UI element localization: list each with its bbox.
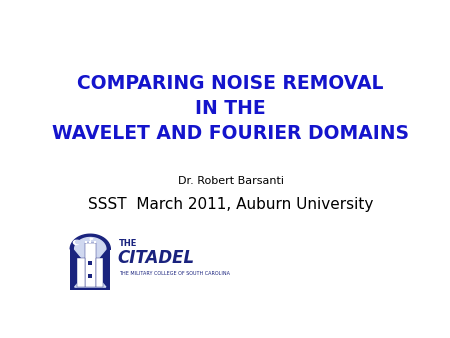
Polygon shape (75, 238, 106, 287)
Circle shape (73, 240, 79, 245)
FancyBboxPatch shape (77, 258, 85, 287)
Polygon shape (90, 238, 93, 240)
Text: CITADEL: CITADEL (117, 249, 194, 267)
FancyBboxPatch shape (85, 243, 96, 287)
Circle shape (76, 240, 80, 244)
FancyBboxPatch shape (88, 274, 92, 278)
Text: THE MILITARY COLLEGE OF SOUTH CAROLINA: THE MILITARY COLLEGE OF SOUTH CAROLINA (119, 271, 230, 276)
FancyBboxPatch shape (94, 241, 96, 243)
Text: Dr. Robert Barsanti: Dr. Robert Barsanti (178, 176, 284, 186)
Polygon shape (70, 234, 110, 249)
FancyBboxPatch shape (70, 249, 110, 290)
FancyBboxPatch shape (85, 241, 87, 243)
FancyBboxPatch shape (88, 261, 92, 265)
FancyBboxPatch shape (96, 258, 103, 287)
Text: SSST  March 2011, Auburn University: SSST March 2011, Auburn University (88, 197, 374, 212)
Text: COMPARING NOISE REMOVAL
IN THE
WAVELET AND FOURIER DOMAINS: COMPARING NOISE REMOVAL IN THE WAVELET A… (52, 74, 409, 143)
Text: THE: THE (119, 239, 137, 248)
FancyBboxPatch shape (89, 241, 91, 243)
